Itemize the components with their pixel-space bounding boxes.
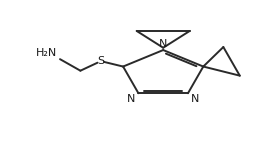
Text: H₂N: H₂N: [36, 48, 57, 58]
Text: N: N: [191, 94, 199, 104]
Text: S: S: [97, 56, 104, 66]
Text: N: N: [159, 39, 167, 49]
Text: N: N: [127, 94, 135, 104]
